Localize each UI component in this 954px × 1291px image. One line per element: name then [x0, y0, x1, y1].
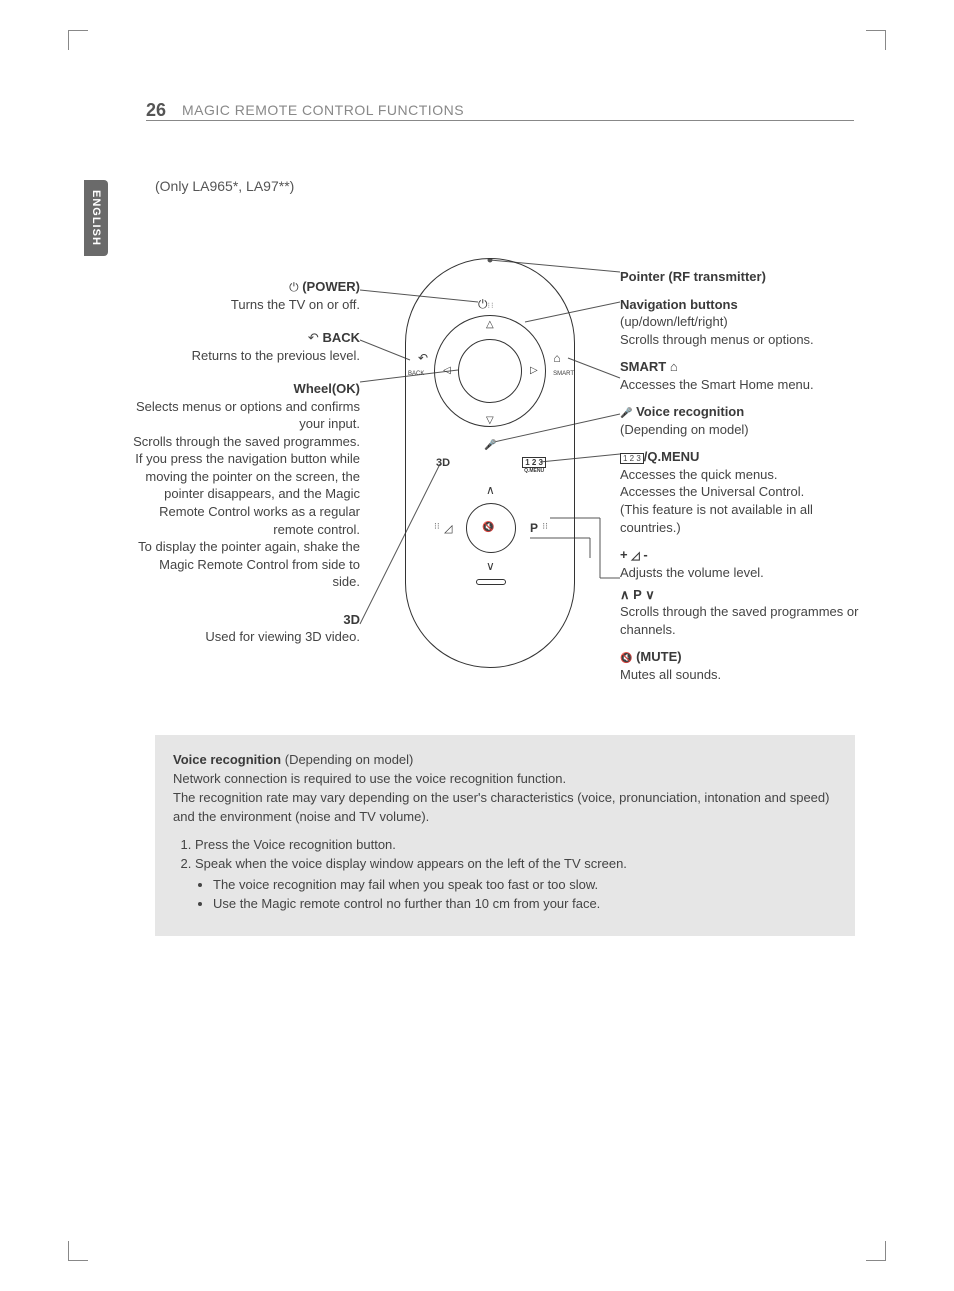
mute-icon [482, 519, 494, 533]
callout-nav: Navigation buttons (up/down/left/right) … [620, 296, 870, 349]
language-tab: ENGLISH [84, 180, 108, 256]
callout-pointer: Pointer (RF transmitter) [620, 268, 870, 286]
smart-label: SMART [553, 371, 574, 377]
model-note: (Only LA965*, LA97**) [155, 178, 294, 194]
notes-p2: The recognition rate may vary depending … [173, 790, 829, 824]
remote-diagram: ⁝⁝ △ ▽ ◁ ▷ BACK SMART 3D 1 2 3 Q.MENU ∧ … [130, 258, 870, 678]
nav-down-icon: ▽ [486, 415, 494, 426]
page-number: 26 [146, 100, 166, 121]
callout-wheel: Wheel(OK) Selects menus or options and c… [130, 380, 360, 591]
callout-voice: Voice recognition (Depending on model) [620, 403, 870, 438]
callout-power: (POWER) Turns the TV on or off. [130, 278, 360, 313]
notes-step-2: Speak when the voice display window appe… [195, 855, 837, 914]
program-label: P [530, 521, 538, 535]
remote-slot [476, 579, 506, 585]
notes-bullet-2: Use the Magic remote control no further … [213, 895, 837, 914]
voice-notes-box: Voice recognition (Depending on model) N… [155, 735, 855, 936]
grip-dots-right: ⁝⁝ [542, 521, 548, 532]
chevron-down-icon: ∨ [486, 559, 495, 573]
callout-3d: 3D Used for viewing 3D video. [130, 611, 360, 646]
page-title: MAGIC REMOTE CONTROL FUNCTIONS [182, 102, 464, 118]
3d-label: 3D [436, 457, 450, 474]
language-tab-label: ENGLISH [90, 190, 102, 246]
lower-dpad: ∧ ∨ P ⁝⁝ ⁝⁝ [444, 481, 538, 575]
callout-smart: SMART Accesses the Smart Home menu. [620, 358, 870, 393]
wheel-ok [458, 339, 522, 403]
back-label: BACK [408, 371, 424, 377]
notes-p1: Network connection is required to use th… [173, 771, 566, 786]
notes-title: Voice recognition [173, 752, 281, 767]
callout-program: ∧ P ∨ Scrolls through the saved programm… [620, 586, 870, 639]
callout-volume: + - Adjusts the volume level. [620, 546, 870, 581]
mic-icon [484, 437, 496, 451]
notes-step-1: Press the Voice recognition button. [195, 836, 837, 855]
callout-mute: (MUTE) Mutes all sounds. [620, 648, 870, 683]
volume-icon [444, 521, 452, 535]
nav-up-icon: △ [486, 319, 494, 330]
chevron-up-icon: ∧ [486, 483, 495, 497]
notes-sub: (Depending on model) [285, 752, 414, 767]
back-icon [412, 351, 434, 373]
callout-qmenu: 1 2 3/Q.MENU Accesses the quick menus. A… [620, 448, 870, 536]
qmenu-123-label: 1 2 3 [522, 457, 546, 468]
nav-right-icon: ▷ [530, 365, 538, 376]
callout-back: BACK Returns to the previous level. [130, 329, 360, 364]
smart-icon [546, 351, 568, 365]
grip-dots-left: ⁝⁝ [434, 521, 440, 532]
qmenu-sub-label: Q.MENU [524, 468, 544, 474]
nav-left-icon: ◁ [443, 365, 451, 376]
header-rule [146, 120, 854, 121]
power-icon: ⁝⁝ [478, 295, 495, 312]
remote-outline: ⁝⁝ △ ▽ ◁ ▷ BACK SMART 3D 1 2 3 Q.MENU ∧ … [405, 258, 575, 668]
notes-bullet-1: The voice recognition may fail when you … [213, 876, 837, 895]
